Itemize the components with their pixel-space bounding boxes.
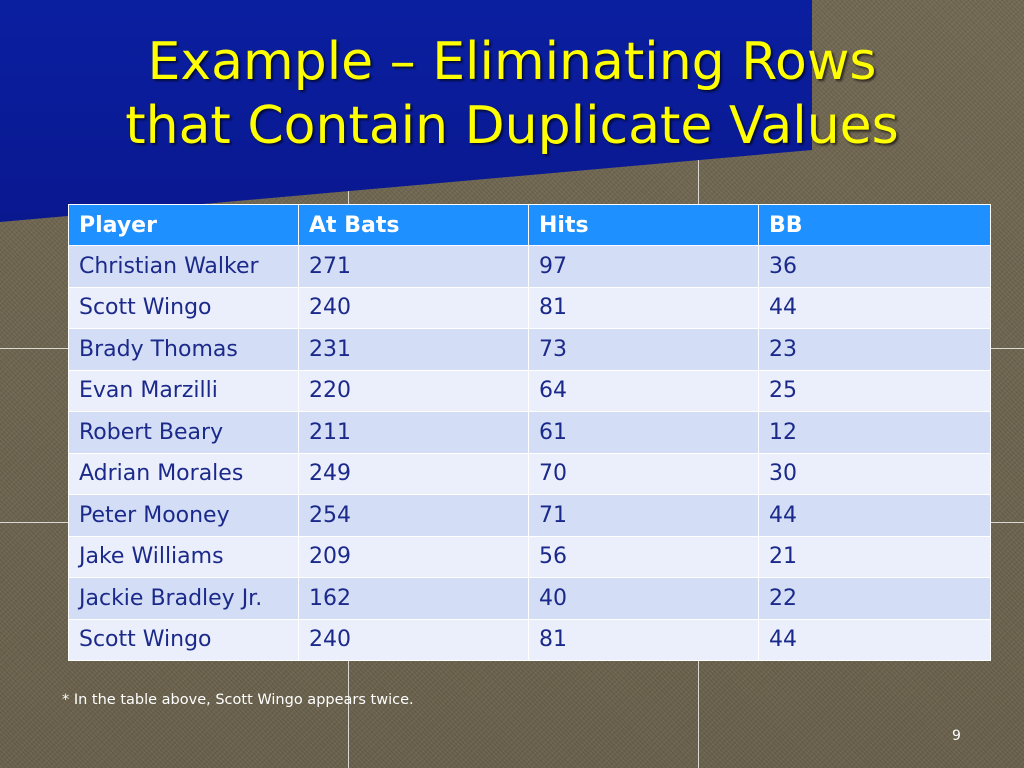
cell-bb: 44 [758,286,991,329]
cell-bb: 25 [758,369,991,412]
cell-bb: 23 [758,328,991,371]
table-row: Adrian Morales 249 70 30 [68,452,991,495]
cell-hits: 40 [528,577,759,620]
cell-hits: 70 [528,452,759,495]
table-row: Brady Thomas 231 73 23 [68,328,991,371]
table-row: Scott Wingo 240 81 44 [68,618,991,661]
player-stats-table: Player At Bats Hits BB Christian Walker … [68,204,991,661]
cell-at-bats: 271 [298,245,529,288]
cell-bb: 21 [758,535,991,578]
cell-at-bats: 209 [298,535,529,578]
cell-player: Brady Thomas [68,328,299,371]
cell-bb: 36 [758,245,991,288]
cell-hits: 64 [528,369,759,412]
cell-player: Robert Beary [68,411,299,454]
cell-at-bats: 211 [298,411,529,454]
cell-hits: 81 [528,286,759,329]
cell-bb: 30 [758,452,991,495]
cell-hits: 56 [528,535,759,578]
cell-player: Peter Mooney [68,494,299,537]
slide-title-line-1: Example – Eliminating Rows [147,32,877,92]
cell-bb: 44 [758,494,991,537]
cell-at-bats: 162 [298,577,529,620]
cell-at-bats: 231 [298,328,529,371]
cell-bb: 22 [758,577,991,620]
table-header-row: Player At Bats Hits BB [68,204,991,246]
page-number: 9 [952,728,961,744]
cell-at-bats: 240 [298,286,529,329]
cell-player: Scott Wingo [68,618,299,661]
column-header-at-bats: At Bats [298,204,529,246]
cell-hits: 73 [528,328,759,371]
slide-title-line-2: that Contain Duplicate Values [125,96,899,156]
table-row: Evan Marzilli 220 64 25 [68,369,991,412]
cell-hits: 61 [528,411,759,454]
cell-at-bats: 249 [298,452,529,495]
slide-title: Example – Eliminating Rows that Contain … [60,30,964,158]
cell-bb: 44 [758,618,991,661]
cell-hits: 81 [528,618,759,661]
cell-hits: 71 [528,494,759,537]
column-header-bb: BB [758,204,991,246]
table-row: Jackie Bradley Jr. 162 40 22 [68,577,991,620]
cell-bb: 12 [758,411,991,454]
table-row: Peter Mooney 254 71 44 [68,494,991,537]
column-header-player: Player [68,204,299,246]
table-row: Scott Wingo 240 81 44 [68,286,991,329]
table-row: Jake Williams 209 56 21 [68,535,991,578]
cell-player: Jake Williams [68,535,299,578]
cell-player: Jackie Bradley Jr. [68,577,299,620]
footnote: * In the table above, Scott Wingo appear… [62,692,414,708]
cell-at-bats: 254 [298,494,529,537]
cell-at-bats: 220 [298,369,529,412]
cell-player: Adrian Morales [68,452,299,495]
table-row: Robert Beary 211 61 12 [68,411,991,454]
cell-at-bats: 240 [298,618,529,661]
column-header-hits: Hits [528,204,759,246]
cell-hits: 97 [528,245,759,288]
cell-player: Scott Wingo [68,286,299,329]
cell-player: Evan Marzilli [68,369,299,412]
table-row: Christian Walker 271 97 36 [68,245,991,288]
cell-player: Christian Walker [68,245,299,288]
